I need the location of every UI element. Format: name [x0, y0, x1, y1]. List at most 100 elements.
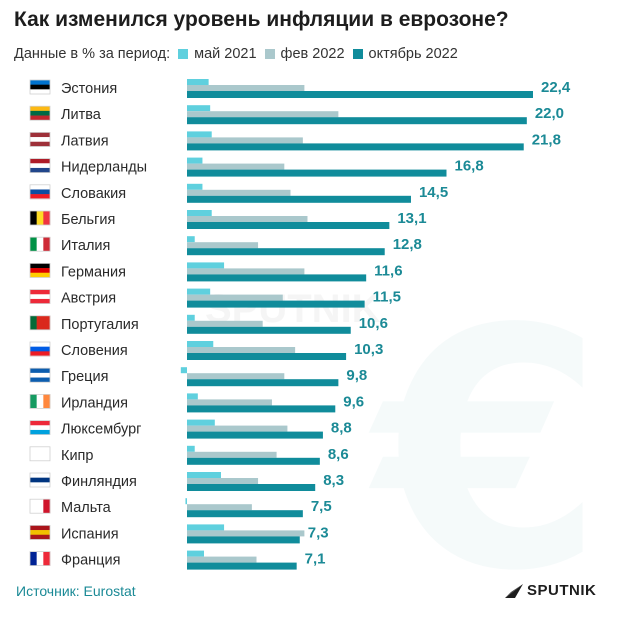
- flag-border: [29, 525, 51, 540]
- flag-border: [29, 341, 51, 357]
- logo-text: SPUTNIK: [527, 582, 597, 599]
- chart-row: Испания 7,3: [29, 524, 329, 544]
- chart-row: Ирландия 9,6: [29, 393, 364, 413]
- country-flag-icon: [29, 525, 51, 540]
- flag-stripe: [30, 420, 50, 426]
- chart-row: Италия 12,8: [29, 236, 422, 256]
- flag-stripe: [30, 110, 50, 116]
- bar-may-2021: [187, 262, 225, 269]
- country-flag-icon: [29, 105, 51, 121]
- bar-may-2021: [187, 472, 221, 478]
- flag-border: [29, 551, 51, 566]
- flag-border: [29, 79, 51, 95]
- bar-feb-2022: [187, 242, 259, 249]
- chart-row: Литва 22,0: [29, 105, 564, 125]
- chart-rows: Эстония 22,4 Литва 22,0 Латвия 21,8 Нидерланды…: [29, 79, 571, 570]
- bar-feb-2022: [187, 399, 272, 406]
- bar-may-2021: [187, 105, 211, 112]
- chart-row: Люксембург 8,8: [29, 419, 352, 439]
- bar-oct-2022: [187, 353, 347, 360]
- bar-may-2021: [187, 131, 212, 138]
- flag-stripe: [30, 346, 50, 352]
- country-flag-icon: [29, 236, 51, 252]
- chart-row: Словакия 14,5: [29, 183, 448, 203]
- value-label: 16,8: [455, 158, 484, 175]
- legend-item-feb-2022: фев 2022: [264, 46, 345, 62]
- country-label: Нидерланды: [61, 160, 147, 176]
- flag-stripe: [30, 499, 37, 514]
- flag-border: [29, 472, 51, 488]
- country-label: Греция: [61, 369, 108, 385]
- bar-feb-2022: [187, 504, 252, 511]
- country-flag-icon: [29, 210, 51, 226]
- flag-border: [29, 498, 51, 514]
- country-label: Италия: [61, 238, 110, 254]
- flag-stripe: [30, 89, 50, 95]
- bar-feb-2022: [187, 425, 288, 432]
- flag-border: [29, 289, 51, 305]
- bar-may-2021: [180, 367, 187, 374]
- bar-oct-2022: [187, 117, 527, 125]
- bar-oct-2022: [187, 91, 533, 98]
- bar-feb-2022: [187, 137, 303, 144]
- bar-feb-2022: [187, 320, 263, 327]
- flag-stripe: [30, 184, 50, 190]
- bar-may-2021: [187, 341, 214, 347]
- country-flag-icon: [29, 420, 51, 436]
- country-flag-icon: [29, 289, 51, 305]
- value-label: 11,6: [374, 262, 402, 279]
- bar-may-2021: [187, 210, 212, 216]
- flag-stripe: [30, 289, 50, 295]
- rocket-icon: [505, 583, 523, 598]
- value-label: 22,4: [541, 79, 571, 96]
- bar-may-2021: [185, 498, 187, 505]
- country-flag-icon: [29, 367, 51, 383]
- bar-may-2021: [187, 524, 225, 531]
- flag-stripe: [30, 429, 50, 435]
- flag-stripe: [30, 342, 50, 347]
- flag-stripe: [30, 351, 50, 357]
- chart-row: Нидерланды 16,8: [29, 157, 484, 177]
- bar-feb-2022: [187, 556, 257, 563]
- legend: Данные в % за период: май 2021 фев 2022 …: [14, 44, 458, 64]
- flag-stripe: [43, 394, 51, 409]
- country-flag-icon: [29, 472, 51, 488]
- country-flag-icon: [29, 79, 51, 95]
- flag-stripe: [36, 211, 44, 225]
- bar-oct-2022: [187, 195, 411, 203]
- value-label: 22,0: [535, 105, 564, 122]
- bar-oct-2022: [187, 143, 524, 151]
- flag-stripe: [30, 456, 50, 462]
- flag-stripe: [30, 298, 50, 304]
- flag-stripe: [30, 315, 37, 330]
- country-flag-icon: [29, 498, 51, 514]
- flag-stripe: [30, 237, 37, 252]
- value-label: 7,3: [308, 524, 329, 541]
- bar-oct-2022: [187, 484, 316, 491]
- flag-stripe: [30, 167, 50, 173]
- country-label: Словакия: [61, 186, 126, 202]
- flag-stripe: [30, 477, 50, 483]
- legend-label-feb-2022: фев 2022: [280, 46, 345, 62]
- flag-stripe: [36, 237, 44, 252]
- country-flag-icon: [29, 551, 51, 566]
- bar-oct-2022: [187, 536, 300, 544]
- flag-border: [29, 105, 51, 121]
- flag-stripe: [30, 80, 50, 85]
- flag-stripe: [30, 377, 50, 383]
- bar-oct-2022: [187, 562, 297, 570]
- bar-feb-2022: [187, 216, 308, 222]
- country-flag-icon: [29, 184, 51, 200]
- bar-oct-2022: [187, 510, 303, 518]
- value-label: 21,8: [532, 131, 561, 148]
- flag-stripe: [30, 268, 50, 274]
- flag-stripe: [30, 294, 50, 300]
- flag-border: [29, 446, 51, 462]
- chart-row: Финляндия 8,3: [29, 472, 344, 491]
- chart-subtitle: Данные в % за период:: [14, 46, 171, 62]
- value-label: 13,1: [397, 210, 426, 227]
- flag-stripe: [30, 141, 50, 147]
- country-label: Франция: [61, 553, 120, 569]
- legend-swatch-feb-2022: [264, 49, 275, 59]
- value-label: 14,5: [419, 184, 448, 201]
